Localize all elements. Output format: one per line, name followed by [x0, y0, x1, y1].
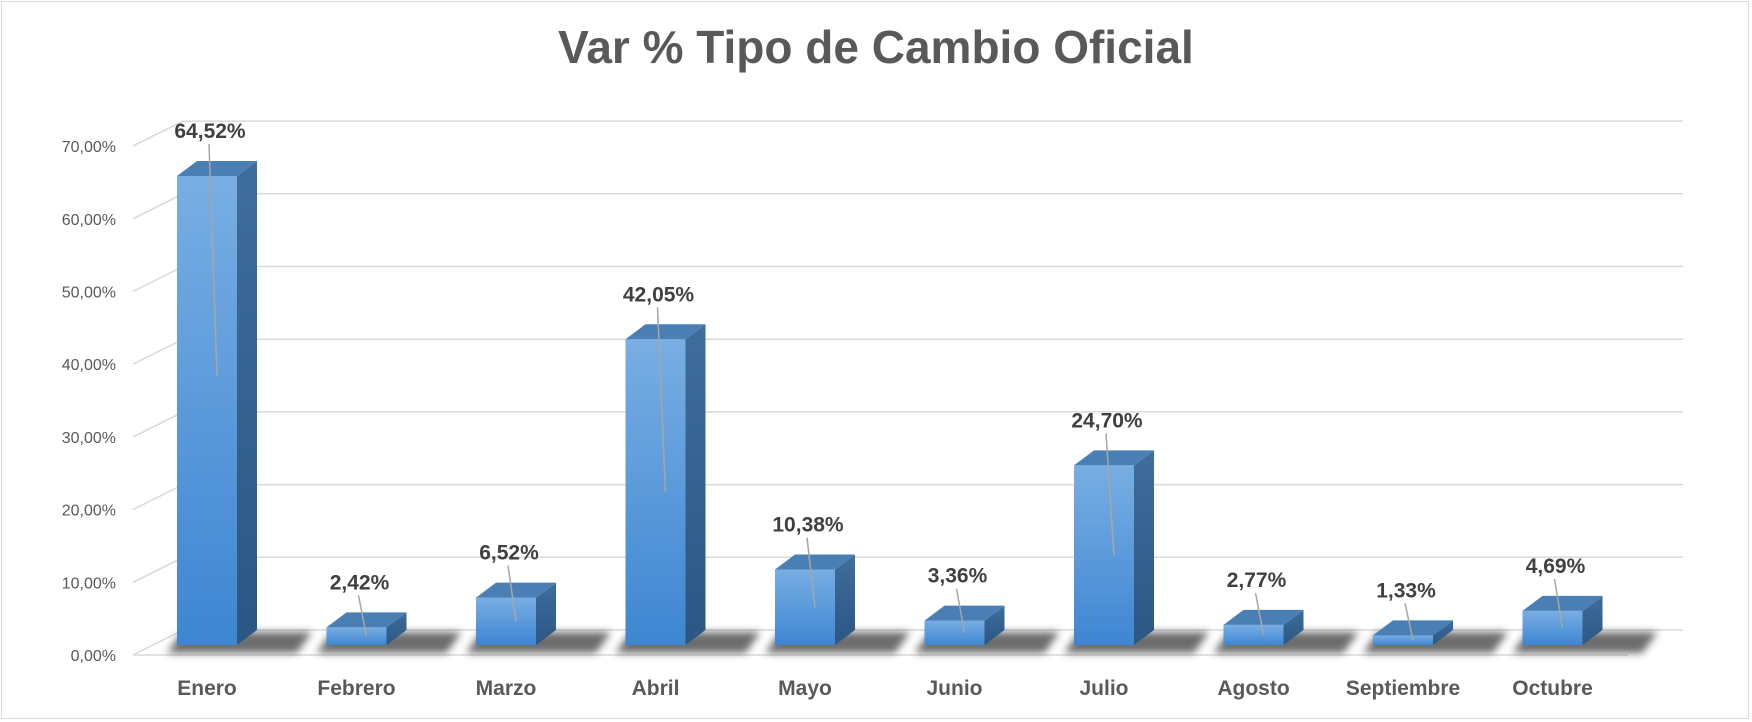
bar-front — [1522, 610, 1583, 645]
data-label: 64,52% — [174, 120, 246, 143]
bar — [326, 612, 407, 645]
bar-top — [1223, 609, 1304, 625]
data-label-leader — [1553, 578, 1564, 629]
bar — [1373, 620, 1453, 645]
bar — [775, 554, 855, 645]
bar-front — [775, 569, 835, 645]
gridline — [132, 265, 1683, 293]
gridline — [132, 120, 1683, 147]
bar-side — [984, 605, 1005, 645]
bar-front — [326, 627, 387, 645]
gridline — [132, 483, 1683, 511]
data-label-leader — [955, 588, 966, 633]
x-category-label: Abril — [632, 677, 680, 700]
data-label-leader — [656, 307, 667, 493]
x-category-label: Septiembre — [1346, 677, 1460, 700]
bar-side — [386, 612, 407, 645]
chart-title: Var % Tipo de Cambio Oficial — [558, 21, 1194, 73]
bar-front — [1373, 635, 1433, 645]
bar-side — [835, 554, 855, 645]
data-label: 6,52% — [479, 542, 539, 565]
bar-front — [476, 597, 536, 645]
y-tick-label: 70,00% — [62, 139, 116, 156]
x-category-label: Febrero — [317, 677, 395, 700]
gridline — [132, 338, 1683, 365]
x-category-label: Agosto — [1217, 677, 1289, 700]
labels: 64,52% Enero 2,42% Febrero 6,52% Marzo 42,05% A… — [174, 120, 1592, 700]
data-label-leader — [1105, 433, 1115, 556]
bar-side — [237, 160, 257, 645]
bar — [1074, 450, 1154, 645]
bar — [1522, 595, 1603, 645]
data-label: 1,33% — [1376, 579, 1436, 602]
bar-top — [177, 160, 257, 176]
data-label-leader — [208, 143, 218, 376]
x-category-label: Octubre — [1512, 677, 1593, 700]
data-label: 10,38% — [772, 514, 844, 537]
data-label: 24,70% — [1071, 409, 1143, 432]
x-category-label: Mayo — [778, 677, 832, 700]
data-label: 42,05% — [623, 283, 695, 306]
bar-front — [1223, 624, 1284, 645]
bar-top — [625, 324, 706, 340]
bar-top — [1074, 450, 1154, 466]
axes: 0,00% 10,00% 20,00% 30,00% 40,00% 50,00% 60,00… — [62, 139, 1628, 665]
bar-side — [685, 324, 706, 645]
bar-top — [326, 612, 407, 628]
x-category-label: Julio — [1079, 677, 1128, 700]
bar-top — [775, 554, 855, 570]
y-tick-label: 0,00% — [71, 648, 116, 665]
y-tick-label: 20,00% — [62, 503, 116, 520]
bar-top — [476, 582, 556, 598]
y-tick-label: 50,00% — [62, 285, 116, 302]
bar — [625, 324, 706, 645]
bar-top — [924, 605, 1005, 621]
bar — [177, 160, 257, 645]
x-category-label: Junio — [927, 677, 983, 700]
bar-side — [1283, 609, 1304, 645]
data-label: 3,36% — [928, 565, 988, 588]
data-label-leader — [507, 565, 517, 622]
y-tick-label: 10,00% — [62, 575, 116, 592]
bar-front — [177, 175, 237, 645]
bar — [1223, 609, 1304, 645]
y-tick-label: 60,00% — [62, 212, 116, 229]
data-label-leader — [1254, 592, 1265, 636]
data-label-leader — [357, 595, 368, 637]
gridline — [132, 411, 1683, 438]
bar-top — [1522, 595, 1603, 611]
data-label: 2,42% — [330, 571, 390, 594]
bar-front — [1074, 465, 1134, 645]
bar-top — [1373, 620, 1453, 636]
bar-side — [1134, 450, 1154, 645]
bar-front — [625, 339, 686, 645]
data-label: 2,77% — [1227, 569, 1287, 592]
bar-front — [924, 620, 985, 645]
bar-side — [1582, 595, 1603, 645]
gridline — [132, 193, 1683, 220]
data-label-leader — [806, 537, 816, 608]
data-label-leader — [1404, 603, 1414, 641]
y-tick-label: 40,00% — [62, 357, 116, 374]
bar — [476, 582, 556, 645]
bar — [924, 605, 1005, 645]
x-category-label: Marzo — [476, 677, 537, 700]
bar-side — [536, 582, 556, 645]
bar-side — [1433, 620, 1453, 645]
y-tick-label: 30,00% — [62, 430, 116, 447]
bars — [177, 160, 1603, 645]
x-category-label: Enero — [177, 677, 237, 700]
data-label: 4,69% — [1526, 555, 1586, 578]
